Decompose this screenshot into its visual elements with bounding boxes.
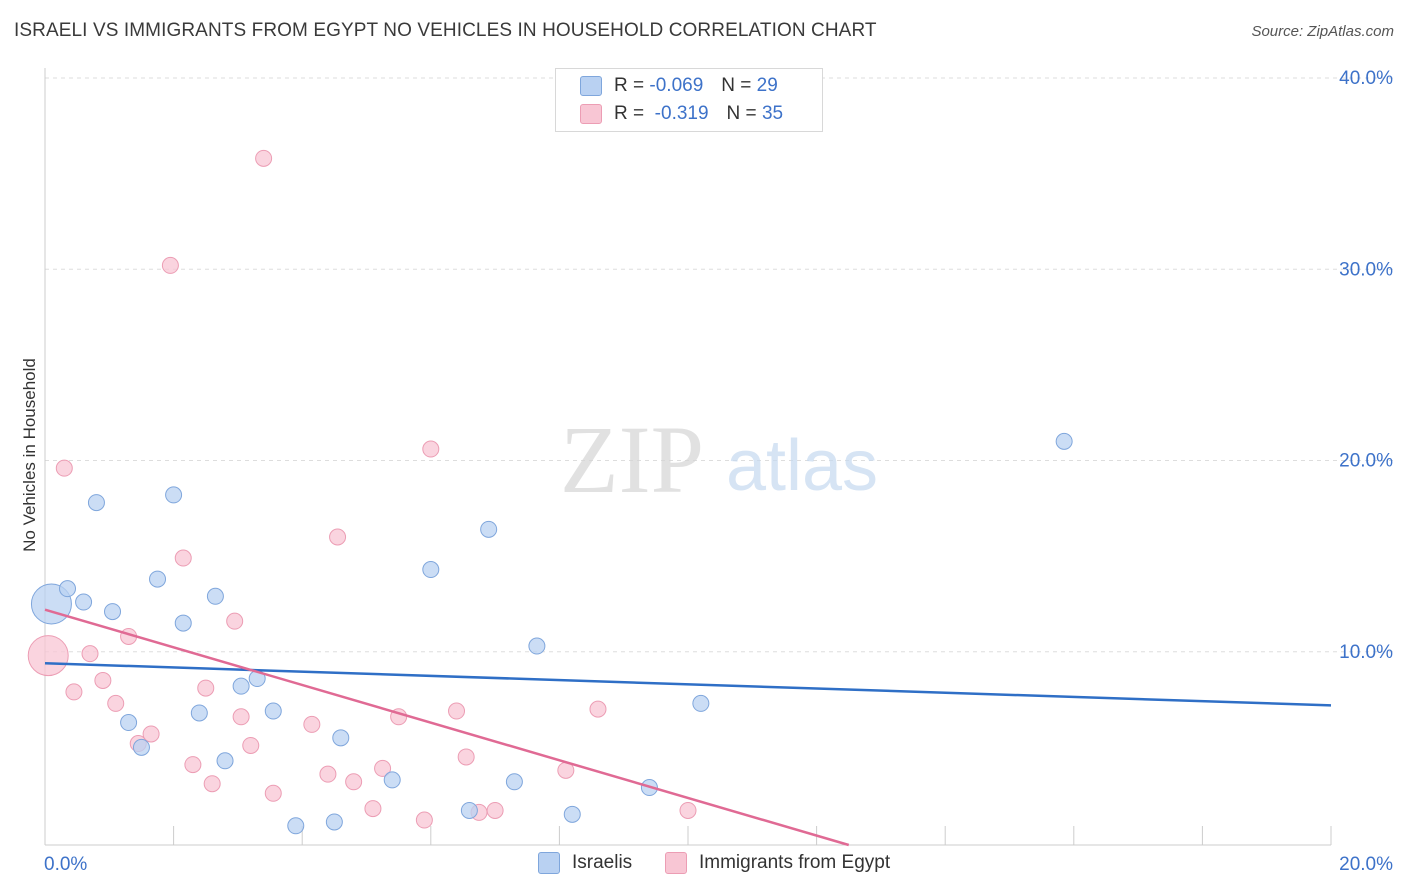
egypt-point bbox=[27, 635, 69, 677]
trend-lines bbox=[44, 608, 1332, 847]
egypt-point bbox=[374, 759, 392, 777]
egypt-point bbox=[65, 683, 83, 701]
egypt-point bbox=[107, 694, 125, 712]
legend-swatch-egypt bbox=[580, 104, 602, 124]
israeli-point bbox=[528, 637, 546, 655]
israeli-point bbox=[383, 771, 401, 789]
israeli-point bbox=[216, 752, 234, 770]
x-tick-label-max: 20.0% bbox=[1339, 854, 1393, 875]
axes bbox=[44, 68, 1332, 846]
chart-title: ISRAELI VS IMMIGRANTS FROM EGYPT NO VEHI… bbox=[14, 20, 877, 41]
egypt-point bbox=[55, 459, 73, 477]
egypt-point bbox=[242, 736, 260, 754]
egypt-point bbox=[226, 612, 244, 630]
egypt-point bbox=[415, 811, 433, 829]
y-tick-label: 10.0% bbox=[1339, 642, 1393, 663]
legend-n-label: N = bbox=[726, 103, 757, 124]
israeli-point bbox=[325, 813, 343, 831]
egypt-point bbox=[329, 528, 347, 546]
legend-n-label: N = bbox=[721, 75, 752, 96]
israeli-point bbox=[264, 702, 282, 720]
egypt-point bbox=[184, 756, 202, 774]
legend-row-israelis: R = -0.069 N = 29 bbox=[580, 74, 778, 98]
egypt-point bbox=[255, 149, 273, 167]
egypt-point bbox=[345, 773, 363, 791]
israelis-points bbox=[30, 432, 1073, 835]
israeli-point bbox=[87, 494, 105, 512]
y-tick-label: 20.0% bbox=[1339, 451, 1393, 472]
watermark-atlas: atlas bbox=[726, 426, 878, 506]
legend-swatch-egypt bbox=[665, 852, 687, 874]
egypt-point bbox=[94, 671, 112, 689]
legend-r-label: R = bbox=[614, 75, 645, 96]
israelis-trend-line bbox=[44, 661, 1332, 707]
israeli-point bbox=[332, 729, 350, 747]
egypt-point bbox=[203, 775, 221, 793]
legend-r-value-egypt: -0.319 bbox=[654, 103, 709, 124]
egypt-point bbox=[142, 725, 160, 743]
egypt-point bbox=[486, 801, 504, 819]
israeli-point bbox=[232, 677, 250, 695]
egypt-point bbox=[197, 679, 215, 697]
watermark: ZIP atlas bbox=[560, 406, 878, 513]
israeli-point bbox=[59, 580, 77, 598]
israeli-point bbox=[480, 520, 498, 538]
tick-labels: 10.0% 20.0% 30.0% 40.0% 0.0% 20.0% bbox=[44, 68, 1393, 875]
israeli-point bbox=[120, 714, 138, 732]
gridlines bbox=[45, 77, 1395, 653]
israeli-point bbox=[692, 694, 710, 712]
egypt-point bbox=[448, 702, 466, 720]
y-tick-label: 30.0% bbox=[1339, 259, 1393, 280]
watermark-zip: ZIP bbox=[560, 406, 704, 513]
egypt-point bbox=[364, 800, 382, 818]
y-tick-label: 40.0% bbox=[1339, 68, 1393, 89]
israeli-point bbox=[104, 603, 122, 621]
israeli-point bbox=[422, 561, 440, 579]
israeli-point bbox=[206, 587, 224, 605]
egypt-point bbox=[589, 700, 607, 718]
legend-label-israelis: Israelis bbox=[572, 852, 633, 873]
israeli-point bbox=[132, 738, 150, 756]
source-label: Source: ZipAtlas.com bbox=[1251, 23, 1394, 40]
egypt-point bbox=[232, 708, 250, 726]
egypt-point bbox=[264, 784, 282, 802]
israeli-point bbox=[174, 614, 192, 632]
israeli-point bbox=[287, 817, 305, 835]
egypt-point bbox=[81, 645, 99, 663]
israeli-point bbox=[190, 704, 208, 722]
series-legend-egypt: Immigrants from Egypt bbox=[665, 852, 890, 874]
egypt-point bbox=[679, 801, 697, 819]
legend-n-value-israelis: 29 bbox=[756, 75, 778, 96]
israeli-point bbox=[75, 593, 93, 611]
israeli-point bbox=[563, 805, 581, 823]
israeli-point bbox=[1055, 432, 1073, 450]
stats-legend: R = -0.069 N = 29 R = -0.319 N = 35 bbox=[555, 68, 823, 132]
series-legend-israelis: Israelis bbox=[538, 852, 632, 874]
x-tick-label-min: 0.0% bbox=[44, 854, 87, 875]
legend-r-label: R = bbox=[614, 103, 645, 124]
israeli-point bbox=[165, 486, 183, 504]
legend-r-value-israelis: -0.069 bbox=[649, 75, 704, 96]
legend-row-egypt: R = -0.319 N = 35 bbox=[580, 102, 783, 126]
israeli-point bbox=[460, 801, 478, 819]
legend-n-value-egypt: 35 bbox=[761, 103, 784, 124]
y-axis-label: No Vehicles in Household bbox=[20, 358, 39, 552]
israeli-point bbox=[505, 773, 523, 791]
egypt-point bbox=[457, 748, 475, 766]
legend-swatch-israelis bbox=[538, 852, 560, 874]
israeli-point bbox=[149, 570, 167, 588]
egypt-trend-line bbox=[44, 608, 850, 847]
legend-label-egypt: Immigrants from Egypt bbox=[699, 852, 891, 873]
egypt-point bbox=[319, 765, 337, 783]
egypt-point bbox=[174, 549, 192, 567]
egypt-points bbox=[27, 149, 697, 829]
egypt-point bbox=[303, 715, 321, 733]
egypt-point bbox=[161, 256, 179, 274]
egypt-point bbox=[422, 440, 440, 458]
legend-swatch-israelis bbox=[580, 76, 602, 96]
